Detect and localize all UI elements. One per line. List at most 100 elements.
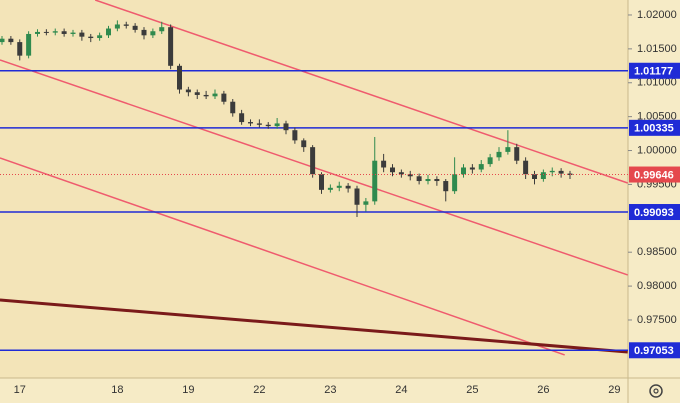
candle-body bbox=[239, 113, 245, 123]
last-price-box bbox=[629, 166, 680, 183]
candle-body bbox=[443, 181, 449, 192]
candle-body bbox=[336, 185, 342, 188]
candle-body bbox=[177, 65, 182, 90]
candle-body bbox=[132, 25, 138, 30]
y-tick-label: 1.01500 bbox=[637, 43, 677, 55]
trendline bbox=[0, 157, 565, 356]
last-price-label: 0.99646 bbox=[634, 169, 674, 181]
candle-body bbox=[390, 167, 395, 173]
x-tick-label: 22 bbox=[253, 384, 265, 396]
x-tick-label: 19 bbox=[182, 384, 194, 396]
candle-body bbox=[43, 31, 49, 33]
x-tick-label: 24 bbox=[395, 384, 407, 396]
candle-body bbox=[79, 32, 85, 37]
candle-body bbox=[381, 160, 387, 168]
candle-body bbox=[514, 147, 520, 161]
gear-hub[interactable] bbox=[653, 388, 659, 394]
candle-body bbox=[150, 31, 156, 36]
candle-body bbox=[185, 89, 191, 93]
settings-icon[interactable] bbox=[649, 384, 663, 398]
candle-body bbox=[478, 164, 484, 170]
candle-body bbox=[230, 101, 236, 114]
candle-body bbox=[70, 32, 76, 34]
candle-body bbox=[496, 151, 502, 158]
candle-body bbox=[363, 201, 369, 205]
candle-body bbox=[425, 179, 431, 182]
candle-body bbox=[221, 93, 227, 102]
x-tick-label: 25 bbox=[466, 384, 478, 396]
candle-body bbox=[88, 36, 94, 39]
y-tick-label: 1.02000 bbox=[637, 9, 677, 21]
candle-body bbox=[26, 33, 32, 56]
level-label-box bbox=[629, 204, 680, 221]
candle-body bbox=[469, 167, 475, 170]
candle-body bbox=[114, 24, 120, 29]
candle-body bbox=[265, 124, 271, 127]
x-tick-label: 29 bbox=[608, 384, 620, 396]
candle-body bbox=[372, 160, 378, 202]
candle-body bbox=[487, 157, 493, 165]
candle-body bbox=[168, 27, 174, 66]
level-label: 0.97053 bbox=[634, 345, 674, 357]
candle-body bbox=[540, 172, 546, 180]
trendline bbox=[94, 0, 628, 184]
candle-body bbox=[301, 140, 307, 148]
candle-body bbox=[106, 28, 111, 36]
y-tick-label: 1.00000 bbox=[637, 144, 677, 156]
candle-body bbox=[327, 187, 333, 190]
trendline bbox=[0, 298, 628, 354]
candle-body bbox=[159, 27, 165, 32]
candle-body bbox=[123, 24, 129, 26]
candle-body bbox=[407, 174, 413, 177]
candle-body bbox=[558, 170, 564, 174]
candle-body bbox=[398, 172, 404, 175]
level-label: 0.99093 bbox=[634, 207, 674, 219]
candle-body bbox=[61, 31, 67, 34]
x-tick-label: 26 bbox=[537, 384, 549, 396]
candle-body bbox=[505, 147, 511, 152]
candle-body bbox=[461, 167, 466, 175]
level-label-box bbox=[629, 342, 680, 359]
candle-body bbox=[452, 174, 458, 192]
candle-body bbox=[283, 123, 289, 131]
candle-body bbox=[194, 92, 200, 95]
candle-body bbox=[17, 42, 23, 56]
x-tick-label: 23 bbox=[324, 384, 336, 396]
x-tick-label: 18 bbox=[111, 384, 123, 396]
candle-body bbox=[8, 38, 14, 43]
candle-body bbox=[345, 185, 351, 189]
gear[interactable] bbox=[649, 384, 663, 398]
candle-body bbox=[310, 147, 316, 175]
candle-body bbox=[319, 174, 324, 190]
candle-body bbox=[292, 130, 298, 141]
y-tick-label: 0.97500 bbox=[637, 314, 677, 326]
candle-body bbox=[274, 123, 280, 127]
candle-body bbox=[203, 94, 209, 97]
candle-body bbox=[52, 31, 58, 33]
level-label: 1.00335 bbox=[634, 123, 674, 135]
level-label-box bbox=[629, 119, 680, 136]
candle-body bbox=[212, 93, 218, 97]
y-tick-label: 1.01000 bbox=[637, 77, 677, 89]
candle-body bbox=[256, 123, 262, 125]
candle-body bbox=[35, 31, 40, 34]
candle-body bbox=[434, 179, 440, 182]
candle-body bbox=[97, 35, 103, 39]
candle-body bbox=[141, 29, 147, 36]
y-tick-label: 0.98500 bbox=[637, 246, 677, 258]
candle-body bbox=[532, 174, 537, 180]
level-label-box bbox=[629, 62, 680, 79]
x-tick-label: 17 bbox=[14, 384, 26, 396]
level-label: 1.01177 bbox=[634, 66, 673, 78]
candle-body bbox=[0, 38, 5, 43]
candle-body bbox=[549, 170, 555, 173]
plot-area bbox=[0, 0, 628, 378]
candle-body bbox=[248, 122, 253, 124]
y-tick-label: 0.98000 bbox=[637, 280, 677, 292]
candle-body bbox=[354, 188, 360, 205]
candle-body bbox=[523, 160, 529, 175]
y-tick-label: 1.00500 bbox=[637, 111, 677, 123]
candle-body bbox=[416, 176, 422, 182]
